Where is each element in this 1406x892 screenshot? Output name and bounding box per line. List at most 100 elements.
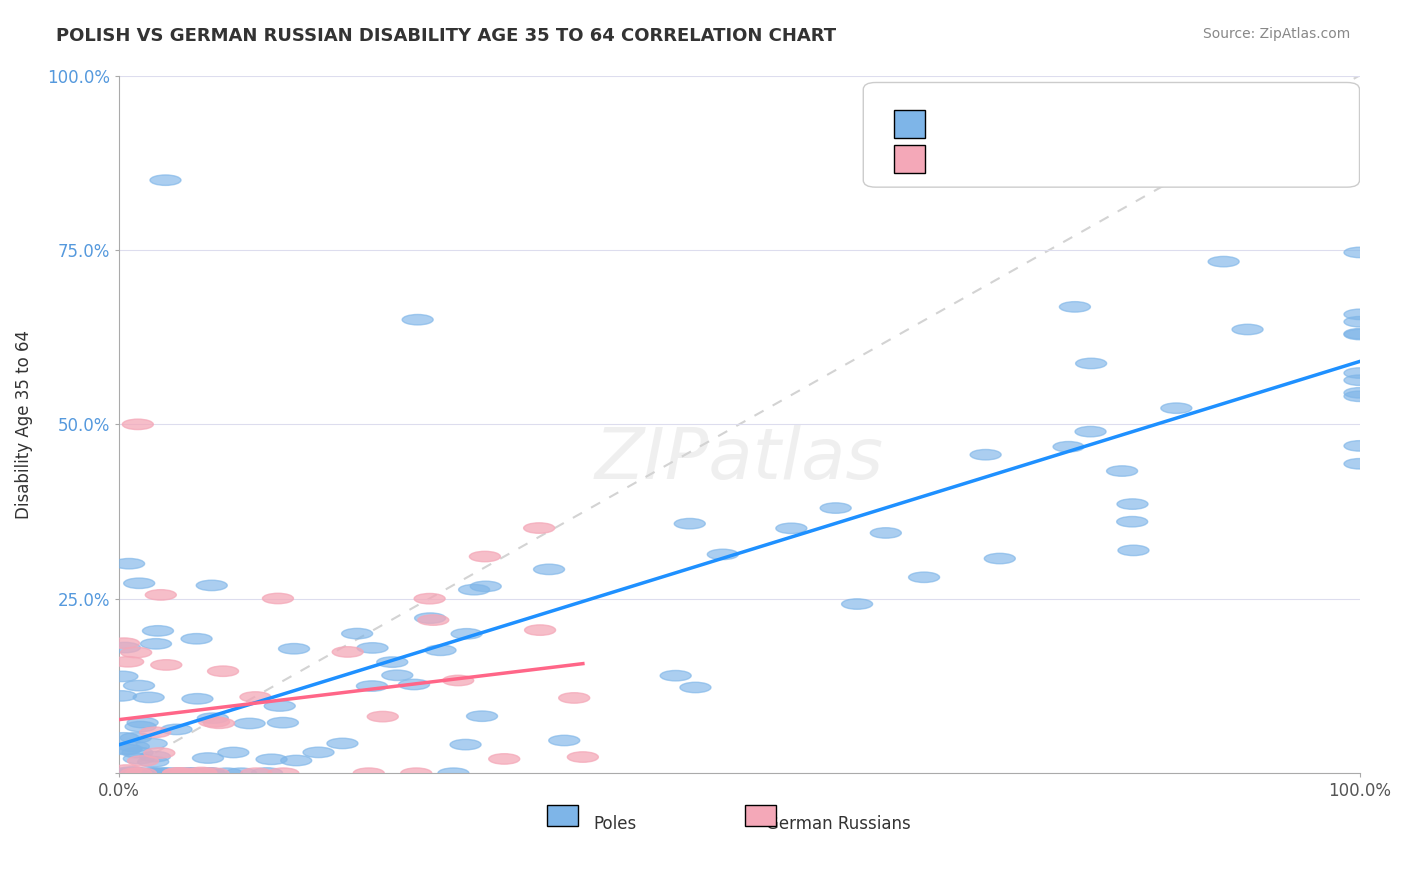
Ellipse shape <box>136 739 167 749</box>
Text: German Russians: German Russians <box>766 815 911 833</box>
Ellipse shape <box>181 694 212 704</box>
Ellipse shape <box>127 717 157 728</box>
Ellipse shape <box>489 754 520 764</box>
Ellipse shape <box>1344 247 1375 258</box>
Text: Poles: Poles <box>593 815 637 833</box>
Ellipse shape <box>415 593 446 604</box>
Ellipse shape <box>328 739 359 748</box>
Ellipse shape <box>402 315 433 325</box>
Ellipse shape <box>117 767 148 777</box>
Ellipse shape <box>118 768 149 779</box>
Ellipse shape <box>108 768 139 779</box>
Text: R = 0.572    N = 112: R = 0.572 N = 112 <box>938 115 1111 134</box>
Ellipse shape <box>125 722 156 731</box>
Ellipse shape <box>108 638 139 648</box>
Ellipse shape <box>141 639 172 649</box>
Ellipse shape <box>1344 441 1375 451</box>
Ellipse shape <box>240 692 271 702</box>
Ellipse shape <box>1344 310 1375 319</box>
Ellipse shape <box>233 718 266 729</box>
Ellipse shape <box>524 625 555 635</box>
Ellipse shape <box>194 768 225 779</box>
Ellipse shape <box>122 747 153 758</box>
Ellipse shape <box>357 681 388 691</box>
Ellipse shape <box>1116 516 1147 527</box>
Ellipse shape <box>776 523 807 533</box>
Ellipse shape <box>533 564 565 574</box>
Ellipse shape <box>970 450 1001 460</box>
Ellipse shape <box>128 756 159 766</box>
Ellipse shape <box>145 590 176 600</box>
Text: Source: ZipAtlas.com: Source: ZipAtlas.com <box>1202 27 1350 41</box>
Ellipse shape <box>142 625 173 636</box>
FancyBboxPatch shape <box>863 82 1360 187</box>
Ellipse shape <box>1107 466 1137 476</box>
Ellipse shape <box>908 572 939 582</box>
Ellipse shape <box>186 768 217 779</box>
Ellipse shape <box>170 768 201 779</box>
Ellipse shape <box>870 528 901 538</box>
Ellipse shape <box>121 768 152 779</box>
Ellipse shape <box>357 642 388 653</box>
Ellipse shape <box>194 768 225 779</box>
Ellipse shape <box>675 518 706 529</box>
Ellipse shape <box>124 681 155 691</box>
Text: R = 0.493    N =  39: R = 0.493 N = 39 <box>938 150 1105 169</box>
Ellipse shape <box>124 578 155 589</box>
Ellipse shape <box>377 657 408 667</box>
Ellipse shape <box>150 175 181 186</box>
Ellipse shape <box>121 768 152 779</box>
Ellipse shape <box>470 582 501 591</box>
Ellipse shape <box>269 768 299 779</box>
Ellipse shape <box>193 753 224 764</box>
Ellipse shape <box>163 768 194 779</box>
Ellipse shape <box>1161 403 1192 413</box>
Ellipse shape <box>194 768 225 779</box>
Ellipse shape <box>165 768 195 779</box>
Ellipse shape <box>263 593 294 604</box>
Ellipse shape <box>1344 391 1375 401</box>
Ellipse shape <box>139 727 170 738</box>
Ellipse shape <box>159 768 191 779</box>
Ellipse shape <box>240 768 271 779</box>
Ellipse shape <box>256 754 287 764</box>
Ellipse shape <box>984 553 1015 564</box>
Ellipse shape <box>177 768 208 779</box>
Ellipse shape <box>1208 256 1239 267</box>
Ellipse shape <box>112 657 143 667</box>
Ellipse shape <box>681 682 711 693</box>
Ellipse shape <box>1053 442 1084 452</box>
Ellipse shape <box>1076 359 1107 368</box>
Ellipse shape <box>197 713 228 723</box>
Y-axis label: Disability Age 35 to 64: Disability Age 35 to 64 <box>15 330 32 519</box>
Ellipse shape <box>139 768 170 779</box>
Ellipse shape <box>111 764 142 775</box>
Text: ZIPatlas: ZIPatlas <box>595 425 884 494</box>
Ellipse shape <box>451 629 482 639</box>
Ellipse shape <box>398 679 430 690</box>
Ellipse shape <box>181 633 212 644</box>
Ellipse shape <box>264 701 295 711</box>
Ellipse shape <box>163 768 194 779</box>
Ellipse shape <box>149 768 180 779</box>
Ellipse shape <box>415 613 446 624</box>
Ellipse shape <box>418 615 449 625</box>
Ellipse shape <box>1344 458 1375 469</box>
Ellipse shape <box>1116 499 1149 509</box>
Ellipse shape <box>1076 426 1107 437</box>
Ellipse shape <box>443 675 474 686</box>
Ellipse shape <box>152 768 183 779</box>
Ellipse shape <box>121 648 152 657</box>
Ellipse shape <box>425 645 456 656</box>
Ellipse shape <box>124 754 155 764</box>
Ellipse shape <box>470 551 501 562</box>
Ellipse shape <box>281 756 312 765</box>
Ellipse shape <box>114 558 145 569</box>
Ellipse shape <box>353 768 384 779</box>
Ellipse shape <box>267 717 298 728</box>
Ellipse shape <box>110 642 141 653</box>
Ellipse shape <box>1344 141 1375 152</box>
Ellipse shape <box>186 767 217 778</box>
Ellipse shape <box>342 628 373 639</box>
Ellipse shape <box>138 768 169 779</box>
